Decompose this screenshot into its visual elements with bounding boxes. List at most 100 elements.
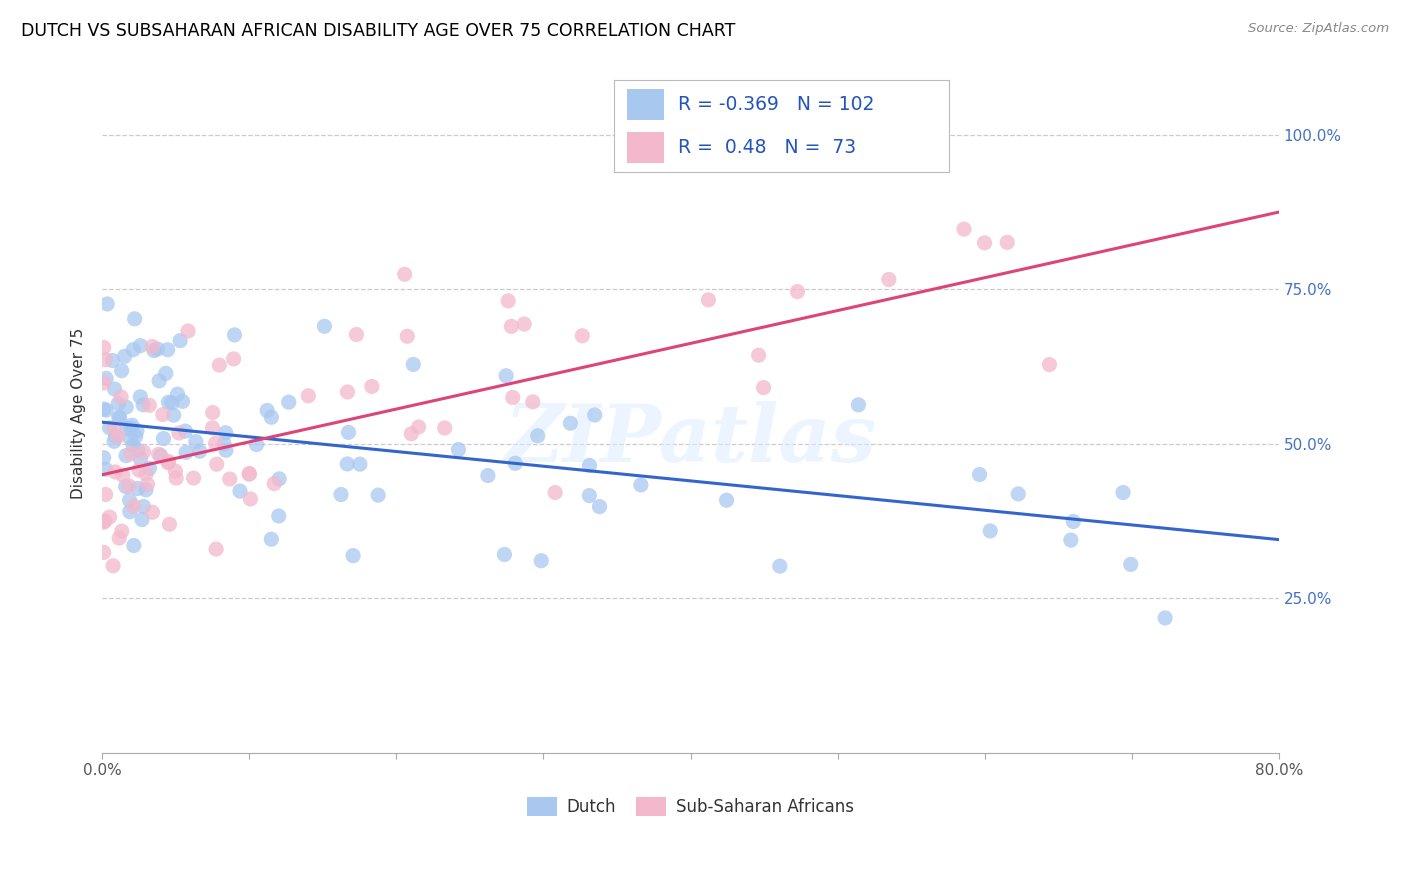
Point (1038, 358, 1060, 372)
Point (94, 371, 117, 385)
Point (953, 222, 976, 236)
Point (141, 505, 163, 519)
Point (143, 343, 166, 358)
Point (848, 398, 870, 412)
Point (263, 476, 285, 491)
Point (877, 272, 900, 286)
Point (118, 493, 141, 508)
Point (94, 487, 117, 501)
Point (336, 457, 359, 471)
Point (330, 487, 353, 501)
Point (132, 445, 155, 459)
Point (156, 343, 179, 357)
Point (174, 424, 197, 438)
Point (530, 554, 553, 568)
Point (122, 343, 145, 357)
Point (260, 532, 283, 546)
Point (128, 463, 150, 477)
Point (115, 400, 138, 414)
Point (120, 432, 142, 446)
Point (408, 420, 430, 434)
Point (184, 434, 207, 449)
Point (101, 558, 124, 573)
Point (148, 374, 170, 388)
Point (93, 402, 115, 417)
Point (132, 398, 155, 412)
Point (174, 445, 197, 459)
Point (314, 319, 336, 334)
Point (127, 482, 149, 496)
Point (630, 478, 652, 492)
Point (167, 425, 190, 440)
Point (172, 394, 194, 409)
Point (104, 465, 127, 479)
Point (336, 384, 359, 399)
Point (447, 442, 470, 457)
Point (146, 342, 169, 356)
Point (122, 499, 145, 513)
Point (93, 450, 115, 465)
Point (752, 381, 775, 395)
Point (501, 319, 523, 334)
Point (360, 379, 382, 393)
Point (93, 376, 115, 390)
Point (103, 421, 125, 435)
Point (337, 425, 360, 440)
Point (104, 429, 127, 443)
Point (544, 485, 567, 500)
Point (129, 338, 152, 352)
Point (748, 348, 770, 362)
Point (402, 358, 425, 372)
Point (583, 408, 606, 422)
Point (132, 500, 155, 514)
Point (496, 293, 519, 308)
Point (588, 500, 610, 514)
Point (578, 458, 600, 473)
Point (165, 464, 187, 478)
Point (1154, 611, 1177, 625)
Point (118, 479, 141, 493)
Point (166, 387, 188, 401)
Point (124, 430, 146, 444)
Point (98, 421, 121, 435)
Point (127, 443, 149, 458)
Point (118, 505, 141, 519)
Point (260, 410, 283, 425)
Point (108, 411, 131, 425)
Point (267, 508, 290, 523)
Text: ZIPatlas: ZIPatlas (505, 401, 876, 479)
Point (107, 429, 129, 443)
Point (120, 421, 142, 435)
Point (131, 512, 153, 526)
Point (697, 293, 720, 307)
Point (526, 429, 548, 443)
Point (138, 461, 160, 475)
Text: Source: ZipAtlas.com: Source: ZipAtlas.com (1249, 22, 1389, 36)
Point (115, 449, 138, 463)
Point (107, 397, 129, 411)
Point (110, 390, 132, 404)
Point (394, 267, 416, 281)
Point (215, 425, 238, 440)
Point (114, 479, 136, 493)
Point (578, 489, 600, 503)
Point (111, 524, 134, 538)
Point (503, 456, 526, 470)
Point (215, 443, 238, 458)
Point (163, 408, 186, 422)
Point (769, 559, 792, 574)
Point (716, 493, 738, 508)
Point (238, 467, 260, 482)
Point (129, 390, 152, 404)
Point (101, 353, 124, 368)
Y-axis label: Disability Age Over 75: Disability Age Over 75 (72, 327, 86, 499)
Point (201, 406, 224, 420)
Point (344, 327, 367, 342)
Point (159, 517, 181, 532)
Point (204, 436, 226, 450)
Point (342, 549, 364, 563)
Point (205, 542, 228, 557)
Point (208, 358, 231, 372)
Point (995, 235, 1018, 250)
Point (201, 421, 224, 435)
